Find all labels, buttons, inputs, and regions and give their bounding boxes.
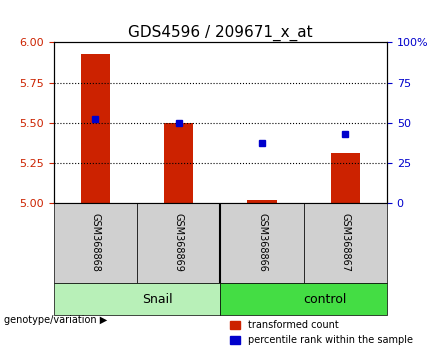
Text: control: control bbox=[303, 292, 346, 306]
Text: genotype/variation ▶: genotype/variation ▶ bbox=[4, 315, 108, 325]
Text: GSM368869: GSM368869 bbox=[174, 213, 184, 272]
Bar bbox=[331, 153, 360, 203]
FancyBboxPatch shape bbox=[137, 203, 220, 283]
FancyBboxPatch shape bbox=[304, 203, 387, 283]
FancyBboxPatch shape bbox=[220, 203, 304, 283]
Bar bbox=[164, 122, 194, 203]
Text: Snail: Snail bbox=[143, 292, 173, 306]
FancyBboxPatch shape bbox=[54, 203, 137, 283]
Title: GDS4596 / 209671_x_at: GDS4596 / 209671_x_at bbox=[128, 25, 313, 41]
Text: GSM368866: GSM368866 bbox=[257, 213, 267, 272]
FancyBboxPatch shape bbox=[54, 283, 220, 315]
Bar bbox=[81, 54, 110, 203]
Bar bbox=[247, 200, 276, 203]
FancyBboxPatch shape bbox=[220, 283, 387, 315]
Legend: transformed count, percentile rank within the sample: transformed count, percentile rank withi… bbox=[226, 316, 417, 349]
Text: GSM368868: GSM368868 bbox=[90, 213, 101, 272]
Text: GSM368867: GSM368867 bbox=[340, 213, 350, 273]
